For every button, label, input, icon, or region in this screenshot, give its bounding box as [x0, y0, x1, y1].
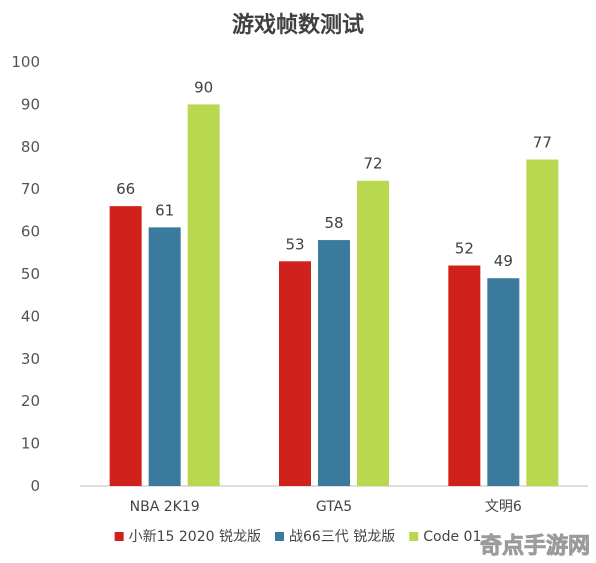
- bar: [187, 104, 220, 487]
- data-label: 72: [363, 155, 382, 173]
- data-label: 90: [194, 78, 213, 96]
- bar: [318, 240, 350, 486]
- category-label: 文明6: [485, 499, 522, 515]
- bar: [487, 278, 520, 486]
- category-label: GTA5: [316, 499, 352, 515]
- y-tick-label: 70: [21, 180, 40, 198]
- bar: [526, 159, 559, 486]
- bar: [279, 261, 311, 486]
- legend-item: 小新15 2020 锐龙版: [114, 529, 261, 545]
- y-tick-label: 100: [11, 53, 40, 71]
- legend-label: Code 01: [423, 529, 481, 545]
- y-tick-label: 40: [21, 307, 40, 325]
- category-label: NBA 2K19: [130, 499, 200, 515]
- data-label: 58: [324, 214, 343, 232]
- chart-title: 游戏帧数测试: [232, 12, 364, 38]
- y-tick-label: 60: [21, 223, 40, 241]
- bar: [109, 206, 142, 486]
- y-axis-ticks: 0 10 20 30 40 50 60 70 80 90 100: [11, 53, 40, 495]
- y-tick-label: 0: [30, 477, 40, 495]
- data-label: 49: [494, 252, 513, 270]
- legend-label: 战66三代 锐龙版: [289, 529, 395, 545]
- y-tick-label: 10: [21, 435, 40, 453]
- y-tick-label: 20: [21, 392, 40, 410]
- legend-item: Code 01: [409, 529, 481, 545]
- bars-group: [109, 104, 559, 487]
- bar: [148, 227, 181, 487]
- data-label: 52: [455, 240, 474, 258]
- data-label: 77: [533, 134, 552, 152]
- y-tick-label: 90: [21, 95, 40, 113]
- watermark: 奇点手游网: [480, 533, 591, 560]
- legend-label: 小新15 2020 锐龙版: [129, 529, 261, 545]
- data-labels-group: 66 61 90 53 58 72 52 49 77: [116, 78, 552, 270]
- y-tick-label: 30: [21, 350, 40, 368]
- watermark-text: 奇点手游网: [480, 533, 590, 559]
- bar: [357, 180, 389, 486]
- data-label: 53: [285, 235, 304, 253]
- legend-swatch: [409, 532, 419, 541]
- category-labels-group: NBA 2K19 GTA5 文明6: [130, 499, 522, 515]
- bar: [448, 265, 481, 486]
- data-label: 66: [116, 180, 135, 198]
- legend: 小新15 2020 锐龙版 战66三代 锐龙版 Code 01: [114, 529, 481, 545]
- data-label: 61: [155, 201, 174, 219]
- legend-item: 战66三代 锐龙版: [274, 529, 395, 545]
- legend-swatch: [274, 532, 284, 541]
- legend-swatch: [114, 532, 124, 541]
- y-tick-label: 80: [21, 138, 40, 156]
- y-tick-label: 50: [21, 265, 40, 283]
